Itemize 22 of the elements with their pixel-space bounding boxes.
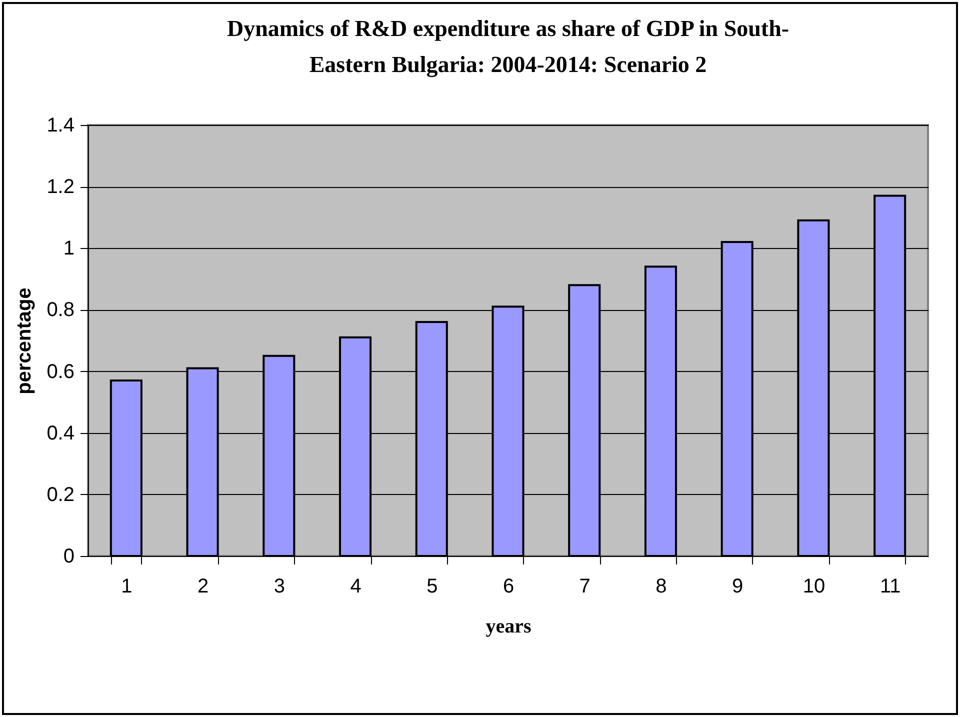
x-tick-label: 6 (502, 576, 514, 598)
x-tick-label: 2 (197, 576, 209, 598)
y-tick-label: 0.2 (46, 484, 74, 506)
x-tick-label: 3 (274, 576, 285, 598)
x-tick-label: 7 (579, 576, 590, 598)
x-tick-label: 9 (732, 576, 744, 598)
y-tick-label: 1.2 (46, 176, 74, 198)
y-tick-label: 1.4 (46, 114, 74, 136)
x-tick-label: 8 (656, 576, 667, 598)
chart-title: Dynamics of R&D expenditure as share of GDP in South-Eastern Bulgaria: 2004-2014: Scenario 2 (226, 16, 790, 78)
x-tick-label: 10 (802, 576, 826, 598)
y-tick-label: 0.6 (46, 360, 74, 383)
y-tick-label: 0 (63, 546, 74, 568)
y-tick-label: 0.4 (46, 422, 74, 444)
x-tick-label: 1 (121, 576, 132, 598)
y-axis-title: percentage (14, 288, 36, 394)
y-tick-label: 0.8 (46, 299, 74, 322)
x-tick-label: 4 (350, 576, 362, 598)
x-tick-label: 11 (880, 576, 901, 598)
x-axis-title: years (486, 616, 532, 638)
y-tick-label: 1 (63, 238, 74, 260)
x-tick-label: 5 (426, 576, 438, 598)
